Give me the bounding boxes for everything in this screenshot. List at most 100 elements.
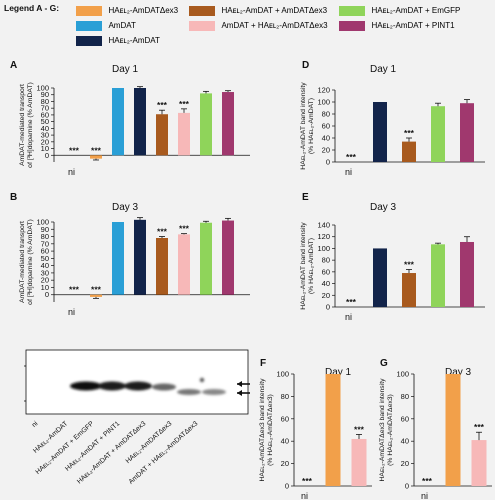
chart-panel-e: E Day 3 HAᴇʟ₂-AmDAT band intensity (% HAᴇʟ₂…: [300, 192, 485, 322]
chart-panel-b: B Day 3 AmDAT-mediated transport of [³H]dop…: [10, 192, 250, 317]
significance-label: ***: [404, 128, 415, 138]
y-tick-label: 90: [41, 225, 49, 234]
bar: [156, 238, 168, 295]
y-tick-label: 120: [317, 232, 330, 241]
significance-label: ***: [346, 297, 357, 307]
significance-label: ***: [474, 422, 485, 432]
y-tick-label: 100: [317, 98, 330, 107]
y-axis-label-line2: (% HAᴇʟ₂-AmDAT): [308, 98, 315, 154]
y-axis-label-line2: of [³H]dopamine (% AmDAT): [27, 219, 34, 305]
significance-label: ***: [91, 145, 102, 155]
panel-letter: G: [380, 358, 388, 369]
legend-swatch: [76, 20, 102, 31]
y-tick-label: 50: [41, 254, 49, 263]
y-tick-label: 0: [326, 158, 330, 167]
y-axis-label: AmDAT-mediated transport: [19, 84, 26, 166]
legend-swatch: [189, 20, 215, 31]
x-category-label: ni: [68, 167, 75, 177]
y-tick-label: 20: [401, 459, 409, 468]
y-axis-label-line2: (% HAᴇʟ₂-AmDATΔex3): [267, 394, 274, 466]
y-axis-label-line2: (% HAᴇʟ₂-AmDATΔex3): [387, 394, 394, 466]
y-tick-label: 40: [41, 124, 49, 133]
legend-label: HAᴇʟ₂-AmDATΔex3: [108, 6, 179, 16]
y-tick-label: 90: [41, 90, 49, 99]
significance-label: ***: [404, 260, 415, 270]
y-tick-label: 120: [317, 86, 330, 95]
panel-letter: A: [10, 60, 17, 71]
bar: [471, 440, 487, 486]
y-tick-label: 40: [322, 279, 330, 288]
legend-title: Legend A - G:: [4, 3, 60, 13]
bar: [402, 141, 416, 162]
chart-title: Day 1: [325, 367, 352, 378]
y-tick-label: 100: [396, 370, 409, 379]
y-tick-label: 40: [41, 261, 49, 270]
chart-panel-d: D Day 1 HAᴇʟ₂-AmDAT band intensity (% HAᴇʟ₂…: [300, 60, 485, 177]
bar: [134, 219, 146, 295]
x-category-label: ni: [301, 491, 308, 500]
bar: [90, 155, 102, 159]
legend-item: AmDAT + HAᴇʟ₂-AmDATΔex3: [189, 17, 328, 35]
y-tick-label: 50: [41, 117, 49, 126]
significance-label: ***: [302, 476, 313, 486]
y-tick-label: 80: [322, 110, 330, 119]
bar: [222, 92, 234, 156]
y-axis-label: HAᴇʟ₂-AmDATΔex3 band intensity: [379, 378, 386, 482]
significance-label: ***: [346, 152, 357, 162]
chart-title: Day 1: [370, 64, 397, 75]
legend-swatch: [339, 20, 365, 31]
panel-letter: D: [302, 60, 309, 71]
band-lane-7: [202, 389, 226, 395]
panel-letter: B: [10, 192, 17, 203]
bar: [460, 103, 474, 162]
y-tick-label: 60: [281, 414, 289, 423]
chart-title: Day 3: [445, 367, 472, 378]
legend-item: HAᴇʟ₂-AmDAT + PINT1: [339, 17, 455, 35]
significance-label: ***: [157, 227, 168, 237]
bar: [351, 438, 367, 486]
bar: [402, 273, 416, 307]
significance-label: ***: [179, 99, 190, 109]
y-tick-label: 40: [401, 437, 409, 446]
significance-label: ***: [69, 285, 80, 295]
y-tick-label: 0: [405, 482, 409, 491]
y-tick-label: 0: [45, 151, 49, 160]
bar: [134, 88, 146, 156]
y-tick-label: 100: [317, 244, 330, 253]
legend-swatch: [76, 5, 102, 16]
legend-item: AmDAT: [76, 17, 136, 35]
y-tick-label: 10: [41, 144, 49, 153]
legend-label: AmDAT: [108, 21, 136, 31]
y-tick-label: 20: [322, 146, 330, 155]
y-tick-label: 100: [276, 370, 289, 379]
y-tick-label: 100: [36, 84, 49, 93]
bar: [178, 112, 190, 156]
legend-item: HAᴇʟ₂-AmDAT + AmDATΔex3: [189, 2, 327, 20]
blot-bands: [70, 377, 226, 395]
band-lane-6: [177, 389, 201, 395]
significance-label: ***: [422, 476, 433, 486]
bar: [431, 106, 445, 162]
bar: [373, 248, 387, 307]
bar: [222, 220, 234, 295]
significance-label: ***: [91, 285, 102, 295]
y-axis-label-line2: (% HAᴇʟ₂-AmDAT): [308, 238, 315, 294]
x-category-label: ni: [345, 312, 352, 322]
y-tick-label: 80: [41, 97, 49, 106]
bar: [200, 93, 212, 156]
legend-label: AmDAT + HAᴇʟ₂-AmDATΔex3: [221, 21, 328, 31]
legend-label: HAᴇʟ₂-AmDAT + PINT1: [371, 21, 455, 31]
legend-swatch: [189, 5, 215, 16]
y-tick-label: 0: [285, 482, 289, 491]
bar: [431, 244, 445, 307]
y-tick-label: 20: [281, 459, 289, 468]
y-axis-label: HAᴇʟ₂-AmDAT band intensity: [300, 82, 307, 170]
significance-label: ***: [179, 224, 190, 234]
bar: [112, 222, 124, 295]
legend-label: HAᴇʟ₂-AmDAT + AmDATΔex3: [221, 6, 328, 16]
chart-title: Day 3: [112, 202, 139, 213]
y-tick-label: 70: [41, 104, 49, 113]
